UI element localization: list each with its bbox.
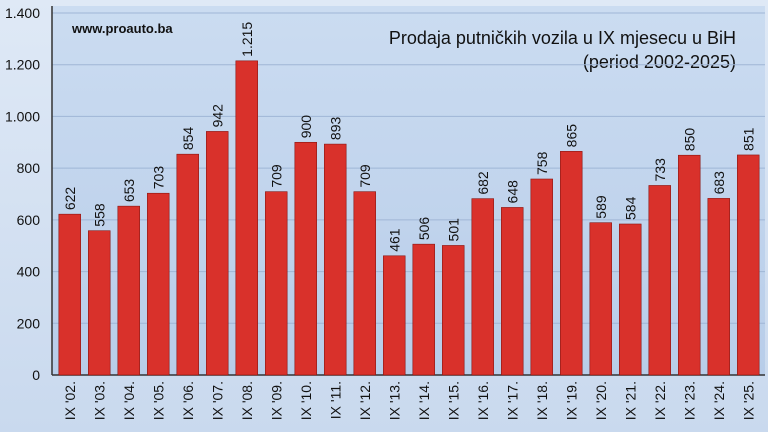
bar xyxy=(648,185,671,376)
value-label: 851 xyxy=(740,127,756,151)
x-tick-label: IX '10. xyxy=(298,381,314,420)
y-tick-label: 1.400 xyxy=(5,5,40,21)
x-tick-label: IX '12. xyxy=(357,381,373,420)
x-tick-label: IX '18. xyxy=(534,381,550,420)
value-label: 709 xyxy=(268,164,284,188)
x-tick-label: IX '11. xyxy=(327,381,343,419)
x-tick-label: IX '14. xyxy=(416,381,432,420)
x-tick-label: IX '13. xyxy=(386,381,402,420)
value-label: 589 xyxy=(593,195,609,219)
value-label: 733 xyxy=(652,158,668,182)
bar xyxy=(442,245,465,376)
bar xyxy=(619,223,642,376)
bar xyxy=(88,230,111,376)
value-label: 758 xyxy=(534,151,550,175)
value-label: 703 xyxy=(150,166,166,190)
y-tick-label: 1.200 xyxy=(5,57,40,73)
bar xyxy=(353,191,376,376)
chart-title: Prodaja putničkih vozila u IX mjesecu u … xyxy=(389,28,736,48)
value-label: 683 xyxy=(711,171,727,195)
value-label: 461 xyxy=(386,228,402,252)
source: www.proauto.ba xyxy=(71,21,173,36)
y-tick-label: 200 xyxy=(17,315,41,331)
x-tick-label: IX '06. xyxy=(180,381,196,420)
value-label: 854 xyxy=(180,127,196,151)
bar xyxy=(707,198,730,376)
x-tick-label: IX '24. xyxy=(711,381,727,420)
x-tick-label: IX '03. xyxy=(91,381,107,420)
bar xyxy=(235,60,258,376)
bar xyxy=(530,178,553,376)
y-tick-label: 0 xyxy=(32,367,40,383)
value-label: 900 xyxy=(298,115,314,139)
bar xyxy=(412,243,435,376)
plot-area xyxy=(52,6,765,375)
x-tick-label: IX '05. xyxy=(150,381,166,420)
y-tick-label: 1.000 xyxy=(5,108,40,124)
value-label: 865 xyxy=(563,124,579,148)
value-label: 893 xyxy=(327,117,343,141)
bar xyxy=(560,151,583,376)
value-label: 506 xyxy=(416,217,432,241)
x-tick-label: IX '21. xyxy=(622,381,638,420)
y-tick-label: 800 xyxy=(17,160,41,176)
x-tick-label: IX '07. xyxy=(209,381,225,420)
bar xyxy=(383,255,406,376)
bar xyxy=(324,143,347,376)
x-tick-label: IX '19. xyxy=(563,381,579,420)
y-tick-label: 600 xyxy=(17,212,41,228)
bar xyxy=(501,207,524,376)
x-tick-label: IX '20. xyxy=(593,381,609,420)
bar xyxy=(176,153,199,376)
x-tick-label: IX '25. xyxy=(740,381,756,420)
x-tick-label: IX '04. xyxy=(121,381,137,420)
x-tick-label: IX '15. xyxy=(445,381,461,420)
x-tick-label: IX '02. xyxy=(62,381,78,420)
bar xyxy=(678,154,701,376)
value-label: 653 xyxy=(121,179,137,203)
value-label: 648 xyxy=(504,180,520,204)
value-label: 850 xyxy=(681,128,697,152)
bar xyxy=(589,222,612,376)
value-label: 558 xyxy=(91,203,107,227)
value-label: 622 xyxy=(62,187,78,211)
value-label: 709 xyxy=(357,164,373,188)
x-tick-label: IX '22. xyxy=(652,381,668,420)
x-tick-label: IX '17. xyxy=(504,381,520,420)
bar xyxy=(206,131,229,376)
value-label: 942 xyxy=(209,104,225,128)
bar xyxy=(265,191,288,376)
y-tick-label: 400 xyxy=(17,264,41,280)
value-label: 584 xyxy=(622,196,638,220)
x-tick-label: IX '08. xyxy=(239,381,255,420)
bar xyxy=(471,198,494,376)
value-label: 1.215 xyxy=(239,22,255,57)
chart-subtitle: (period 2002-2025) xyxy=(583,52,736,72)
bar xyxy=(737,154,760,376)
bar xyxy=(58,213,81,376)
x-tick-label: IX '23. xyxy=(681,381,697,420)
value-label: 682 xyxy=(475,171,491,195)
x-tick-label: IX '16. xyxy=(475,381,491,420)
x-tick-label: IX '09. xyxy=(268,381,284,420)
bar xyxy=(117,205,140,376)
value-label: 501 xyxy=(445,218,461,242)
bar xyxy=(294,141,317,376)
bar xyxy=(147,192,170,376)
